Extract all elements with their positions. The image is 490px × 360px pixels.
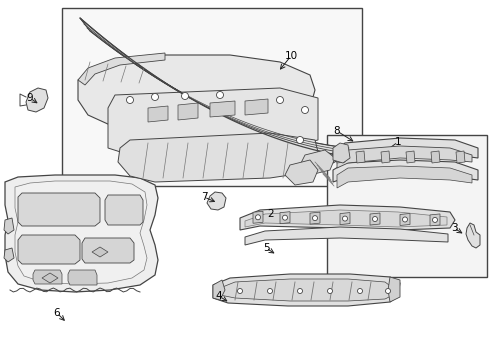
Circle shape [372, 216, 377, 221]
Circle shape [151, 94, 158, 100]
Polygon shape [240, 205, 455, 230]
Polygon shape [26, 88, 48, 112]
Polygon shape [78, 53, 165, 85]
Polygon shape [388, 277, 400, 302]
Polygon shape [336, 151, 345, 163]
Text: 5: 5 [263, 243, 270, 253]
Text: 6: 6 [54, 308, 60, 318]
Polygon shape [18, 235, 80, 264]
Polygon shape [285, 160, 318, 185]
Circle shape [283, 215, 288, 220]
Polygon shape [337, 146, 472, 168]
Polygon shape [207, 192, 226, 210]
Polygon shape [280, 212, 290, 224]
Polygon shape [381, 151, 390, 163]
Polygon shape [220, 279, 393, 301]
Text: 2: 2 [268, 209, 274, 219]
Polygon shape [245, 227, 448, 245]
Polygon shape [178, 103, 198, 120]
Circle shape [402, 217, 408, 222]
Polygon shape [400, 213, 410, 225]
Polygon shape [356, 151, 365, 163]
Text: 8: 8 [334, 126, 341, 136]
Circle shape [181, 93, 189, 99]
Polygon shape [4, 248, 14, 262]
Text: 1: 1 [394, 137, 401, 147]
Polygon shape [5, 175, 158, 292]
Circle shape [358, 288, 363, 293]
Polygon shape [4, 218, 14, 234]
Polygon shape [18, 193, 100, 226]
Polygon shape [105, 195, 143, 225]
Circle shape [386, 288, 391, 293]
Polygon shape [148, 106, 168, 122]
Polygon shape [406, 151, 415, 163]
Polygon shape [42, 273, 58, 283]
Polygon shape [118, 133, 320, 182]
Circle shape [343, 216, 347, 221]
Text: 10: 10 [284, 51, 297, 61]
Text: 7: 7 [201, 192, 207, 202]
Polygon shape [33, 270, 62, 284]
Polygon shape [333, 160, 478, 182]
Polygon shape [430, 214, 440, 226]
Bar [62, 8, 362, 186]
Polygon shape [82, 238, 134, 263]
Polygon shape [92, 247, 108, 257]
Polygon shape [80, 18, 355, 158]
Polygon shape [253, 211, 263, 223]
Polygon shape [333, 138, 478, 163]
Circle shape [238, 288, 243, 293]
Circle shape [268, 288, 272, 293]
Circle shape [217, 91, 223, 99]
Polygon shape [333, 143, 350, 163]
Polygon shape [370, 213, 380, 225]
Circle shape [301, 107, 309, 113]
Text: 4: 4 [216, 291, 222, 301]
Polygon shape [300, 150, 335, 175]
Polygon shape [337, 166, 472, 188]
Polygon shape [340, 212, 350, 225]
Polygon shape [213, 274, 400, 306]
Circle shape [313, 216, 318, 221]
Polygon shape [78, 55, 315, 130]
Polygon shape [245, 210, 447, 227]
Polygon shape [431, 151, 440, 163]
Circle shape [126, 96, 133, 104]
Polygon shape [245, 99, 268, 115]
Polygon shape [210, 101, 235, 117]
Bar [327, 135, 487, 277]
Polygon shape [108, 88, 318, 155]
Text: 9: 9 [26, 93, 33, 103]
Polygon shape [466, 223, 480, 248]
Polygon shape [213, 280, 225, 300]
Circle shape [276, 96, 284, 104]
Text: 3: 3 [451, 223, 457, 233]
Polygon shape [15, 181, 147, 284]
Polygon shape [456, 151, 465, 163]
Polygon shape [68, 270, 97, 285]
Circle shape [255, 215, 261, 220]
Circle shape [327, 288, 333, 293]
Circle shape [296, 136, 303, 144]
Circle shape [297, 288, 302, 293]
Circle shape [433, 217, 438, 222]
Polygon shape [310, 212, 320, 224]
